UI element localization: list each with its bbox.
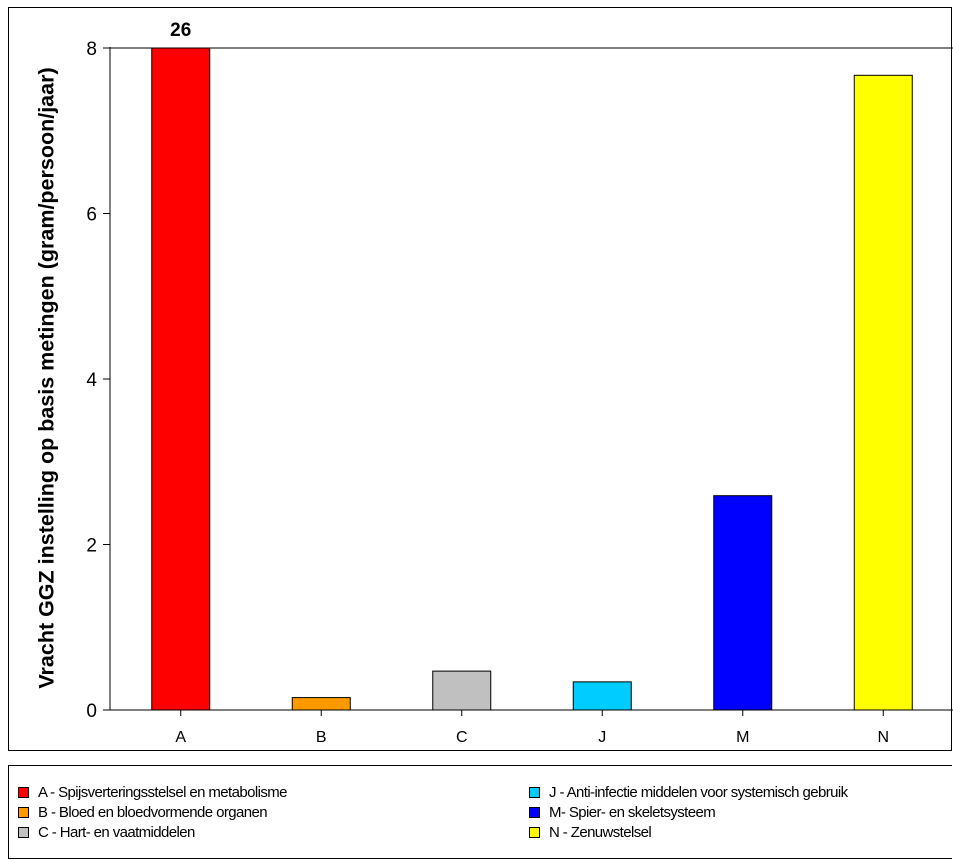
- bar-m: [713, 495, 773, 711]
- legend-label: A - Spijsverteringsstelsel en metabolism…: [38, 783, 287, 801]
- chart-frame: [8, 7, 952, 751]
- legend-item-b: B - Bloed en bloedvormende organen: [18, 803, 268, 821]
- legend-item-a: A - Spijsverteringsstelsel en metabolism…: [18, 783, 287, 801]
- data-label-a: 26: [170, 20, 191, 41]
- x-tick-label: N: [877, 729, 889, 746]
- legend-swatch: [529, 786, 540, 798]
- y-tick-label: 0: [86, 701, 97, 722]
- legend-item-c: C - Hart- en vaatmiddelen: [18, 823, 195, 841]
- legend-swatch: [18, 806, 29, 818]
- x-tick-label: B: [316, 729, 327, 746]
- y-tick-label: 8: [86, 39, 97, 60]
- bar-j: [572, 681, 632, 711]
- legend-swatch: [529, 806, 540, 818]
- y-tick-label: 2: [86, 536, 97, 557]
- bar-chart: 0 2 4 6 8 A B C J M N 26: [86, 20, 953, 746]
- legend-label: J - Anti-infectie middelen voor systemis…: [549, 783, 848, 801]
- y-tick-label: 6: [86, 205, 97, 226]
- legend-item-j: J - Anti-infectie middelen voor systemis…: [529, 783, 848, 801]
- bar-c: [432, 670, 492, 711]
- legend-label: C - Hart- en vaatmiddelen: [38, 823, 195, 841]
- legend-swatch: [529, 826, 540, 838]
- legend: A - Spijsverteringsstelsel en metabolism…: [8, 765, 952, 859]
- bar-a: [151, 47, 211, 711]
- bar-b: [291, 697, 351, 711]
- x-tick-label: C: [456, 729, 468, 746]
- y-axis-title: Vracht GGZ instelling op basis metingen …: [34, 67, 59, 689]
- legend-label: N - Zenuwstelsel: [549, 823, 652, 841]
- legend-swatch: [18, 826, 29, 838]
- legend-label: B - Bloed en bloedvormende organen: [38, 803, 268, 821]
- x-tick-label: M: [736, 729, 749, 746]
- x-tick-label: J: [598, 729, 606, 746]
- bar-n: [853, 74, 913, 711]
- legend-item-m: M- Spier- en skeletsysteem: [529, 803, 716, 821]
- legend-swatch: [18, 786, 29, 798]
- legend-label: M- Spier- en skeletsysteem: [549, 803, 716, 821]
- y-tick-label: 4: [86, 370, 97, 391]
- legend-item-n: N - Zenuwstelsel: [529, 823, 652, 841]
- x-tick-label: A: [175, 729, 186, 746]
